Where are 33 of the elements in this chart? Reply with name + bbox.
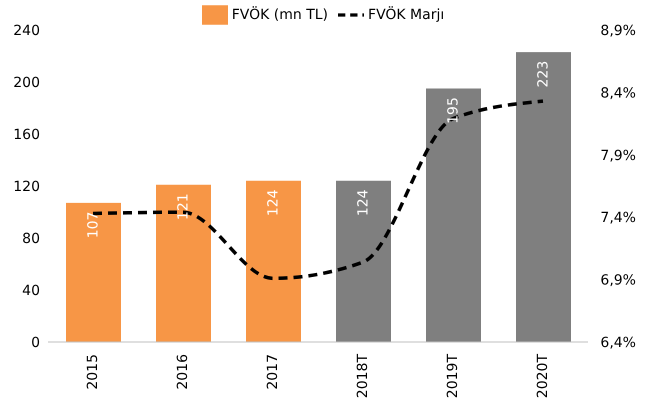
bar — [426, 88, 481, 342]
data-label: 124 — [266, 189, 282, 216]
data-label: 107 — [86, 212, 102, 238]
bar — [516, 52, 571, 342]
y2-tick-label: 7,9% — [600, 148, 636, 164]
data-label: 223 — [536, 60, 552, 88]
y2-tick-label: 7,4% — [600, 210, 636, 226]
data-label: 195 — [446, 97, 462, 124]
legend-label: FVÖK Marjı — [368, 6, 444, 23]
y2-tick-label: 6,9% — [600, 272, 636, 289]
legend-label: FVÖK (mn TL) — [232, 6, 328, 23]
x-tick-label: 2019T — [445, 354, 461, 398]
y2-tick-label: 6,4% — [600, 334, 636, 351]
y-tick-label: 40 — [22, 282, 40, 299]
x-tick-label: 2017 — [265, 354, 281, 390]
bar — [336, 180, 391, 342]
y-tick-label: 240 — [13, 22, 40, 39]
y2-tick-label: 8,9% — [600, 22, 636, 39]
data-label: 124 — [356, 189, 372, 216]
y-tick-label: 0 — [31, 334, 40, 351]
y-tick-label: 200 — [13, 74, 40, 91]
bar — [156, 184, 211, 342]
bar — [66, 202, 121, 342]
bar — [246, 180, 301, 342]
y-tick-label: 160 — [13, 126, 40, 143]
y-tick-label: 120 — [13, 178, 40, 195]
data-label: 121 — [176, 193, 192, 220]
x-tick-label: 2020T — [535, 354, 551, 398]
y-tick-label: 80 — [22, 230, 40, 247]
x-tick-label: 2018T — [355, 354, 371, 398]
y2-tick-label: 8,4% — [600, 85, 636, 102]
x-tick-label: 2015 — [85, 354, 101, 390]
x-tick-label: 2016 — [175, 354, 191, 390]
